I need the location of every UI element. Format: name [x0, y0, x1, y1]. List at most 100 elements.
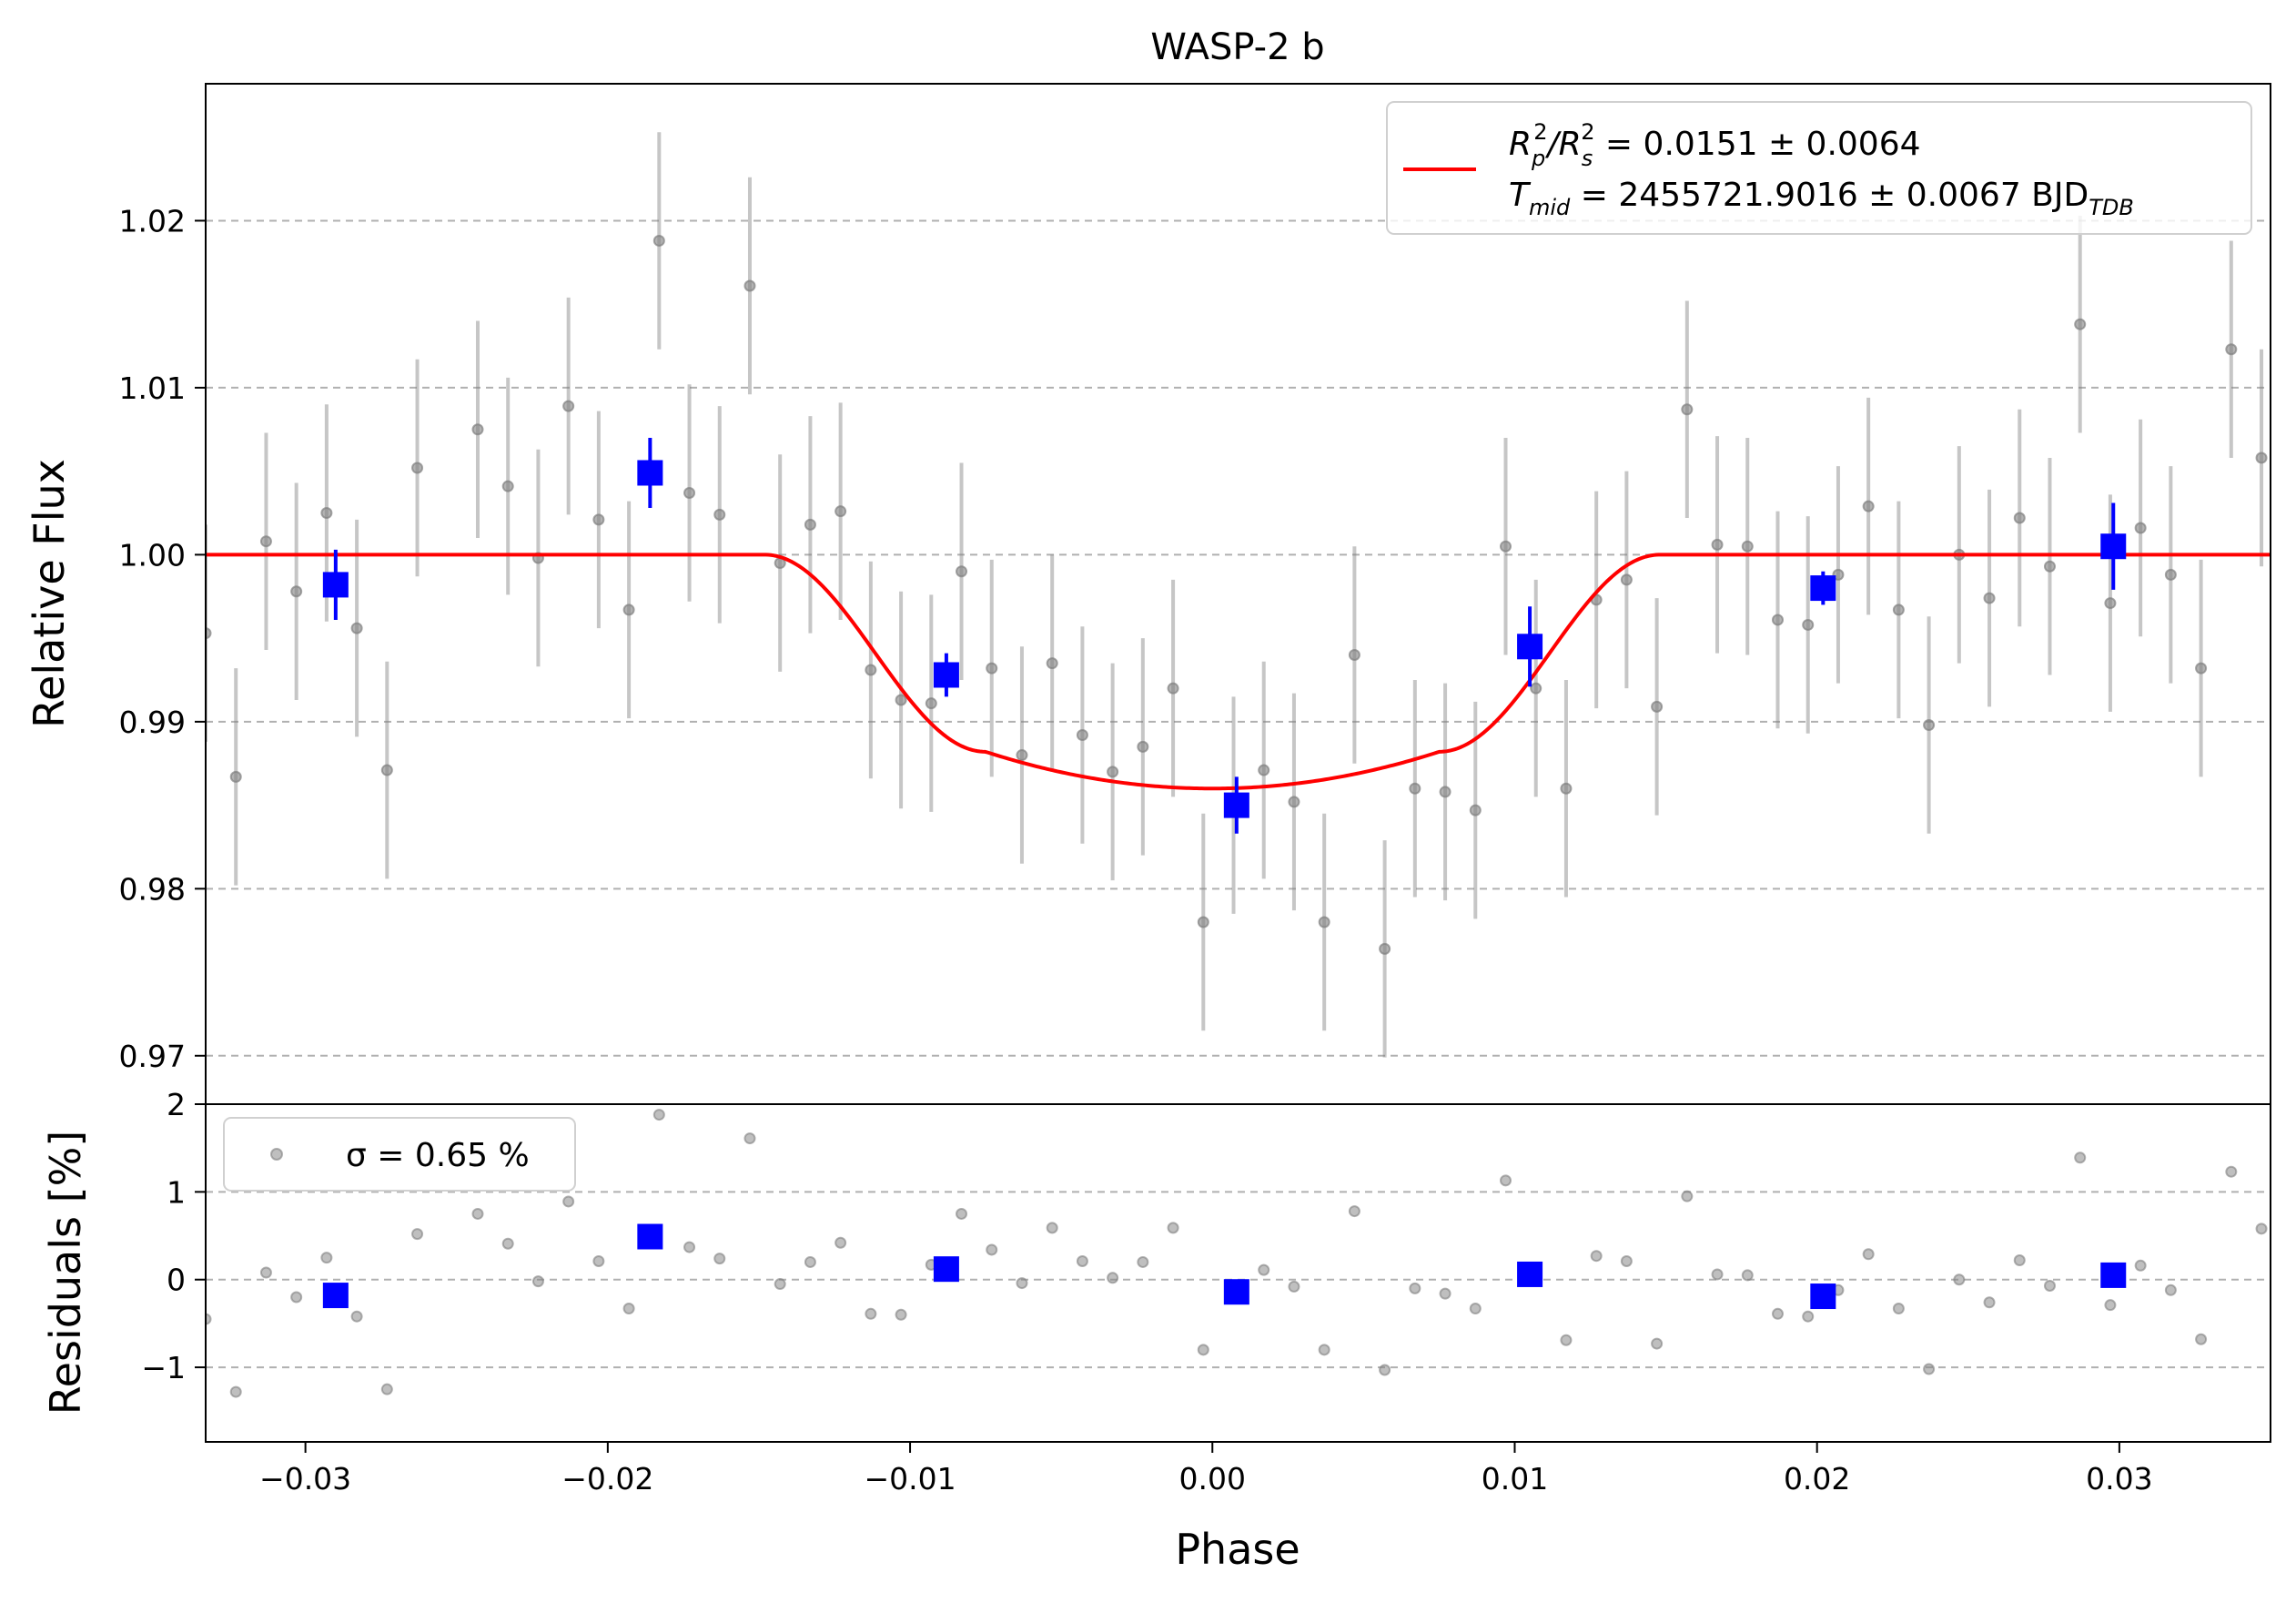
residual-point: [804, 1255, 816, 1268]
flux-binned-point: [1517, 634, 1543, 660]
flux-data-point: [229, 770, 242, 783]
flux-data-point: [1409, 782, 1421, 795]
residual-point: [1741, 1269, 1754, 1282]
flux-data-point: [2195, 662, 2208, 675]
residual-point: [1651, 1337, 1664, 1350]
flux-data-point: [895, 694, 907, 706]
flux-data-point: [925, 697, 937, 710]
flux-data-point: [1379, 942, 1391, 955]
flux-data-point: [2013, 512, 2026, 524]
residual-point: [1288, 1280, 1300, 1293]
flux-binned-point: [1810, 575, 1836, 602]
residual-point: [1046, 1222, 1058, 1234]
residual-point: [1409, 1282, 1421, 1294]
residual-point: [471, 1207, 484, 1220]
residual-point: [1923, 1363, 1936, 1375]
residuals-y-tick-label: 0: [167, 1263, 186, 1298]
residual-point: [774, 1278, 786, 1291]
flux-data-point: [1076, 729, 1088, 742]
residual-point: [1107, 1272, 1119, 1284]
residual-point: [229, 1385, 242, 1398]
residuals-legend-box: [223, 1117, 576, 1192]
residual-points: [206, 1109, 2268, 1398]
flux-legend: Rp2/Rs2 = 0.0151 ± 0.0064 Tmid = 2455721…: [1386, 101, 2252, 235]
flux-data-point: [1348, 648, 1360, 661]
flux-data-point: [1107, 766, 1119, 778]
residual-point: [1469, 1303, 1482, 1315]
residual-point: [1983, 1296, 1996, 1309]
residual-point: [2074, 1152, 2087, 1164]
flux-y-tick-label: 0.97: [119, 1039, 186, 1074]
flux-data-point: [1620, 573, 1633, 586]
x-tick-label: −0.03: [259, 1461, 351, 1496]
residual-point: [1348, 1205, 1360, 1218]
residual-point: [622, 1303, 635, 1315]
residual-point: [865, 1307, 877, 1320]
flux-data-point: [1046, 657, 1058, 670]
x-tick-label: 0.01: [1482, 1461, 1548, 1496]
residual-point: [1681, 1190, 1694, 1202]
residual-point: [1439, 1287, 1451, 1300]
residual-point: [652, 1109, 665, 1121]
residual-point: [380, 1383, 393, 1395]
flux-data-point: [865, 664, 877, 676]
residuals-y-tick-label: −1: [141, 1350, 186, 1385]
residual-point: [1862, 1248, 1875, 1261]
flux-binned-point: [637, 460, 663, 486]
residuals-panel: −1 0 1 2 −0.03 −0.02 −0.01 0.00 0.01 0.02 0.03 Re…: [41, 1087, 2271, 1574]
residual-binned-point: [637, 1223, 663, 1250]
flux-data-point: [2225, 343, 2238, 356]
flux-data-point: [1167, 682, 1179, 695]
flux-binned-point: [1223, 792, 1249, 818]
flux-y-tick-label: 1.02: [119, 203, 186, 238]
flux-data-point: [1137, 740, 1149, 753]
flux-data-point: [501, 480, 514, 492]
residual-point: [1076, 1254, 1088, 1267]
residual-point: [1892, 1303, 1905, 1315]
flux-data-point: [1862, 500, 1875, 512]
flux-data-points: [206, 132, 2296, 1058]
residual-point: [2195, 1333, 2208, 1345]
flux-data-point: [834, 505, 847, 518]
flux-data-point: [1802, 618, 1815, 631]
residual-point: [1771, 1307, 1784, 1320]
flux-data-point: [2043, 560, 2056, 573]
residual-point: [2164, 1283, 2177, 1296]
residual-point: [1137, 1255, 1149, 1268]
x-axis-label: Phase: [1175, 1525, 1300, 1574]
residual-point: [1711, 1268, 1724, 1281]
flux-data-point: [592, 513, 605, 526]
residual-point: [2013, 1254, 2026, 1267]
residual-point: [1500, 1174, 1512, 1187]
residual-point: [1167, 1222, 1179, 1234]
flux-data-point: [1983, 592, 1996, 604]
flux-data-point: [1288, 796, 1300, 808]
flux-data-point: [2104, 597, 2117, 610]
flux-binned-point: [2100, 533, 2127, 560]
residual-binned-points: [322, 1223, 2127, 1310]
flux-y-tick-label: 1.01: [119, 370, 186, 406]
flux-data-point: [2287, 550, 2296, 560]
flux-data-point: [1923, 719, 1936, 732]
flux-data-point: [1892, 604, 1905, 616]
flux-data-point: [2164, 568, 2177, 581]
residual-point: [1560, 1334, 1573, 1346]
residual-point: [531, 1275, 544, 1288]
residual-point: [1620, 1254, 1633, 1267]
x-tick-label: −0.02: [561, 1461, 653, 1496]
flux-data-point: [411, 462, 424, 474]
residual-point: [411, 1228, 424, 1241]
flux-data-point: [1530, 682, 1542, 695]
flux-data-point: [1651, 700, 1664, 713]
residual-point: [1379, 1364, 1391, 1376]
flux-y-tick-label: 0.99: [119, 705, 186, 740]
x-ticks: −0.03 −0.02 −0.01 0.00 0.01 0.02 0.03: [259, 1442, 2153, 1496]
flux-data-point: [1771, 614, 1784, 626]
residuals-legend: σ = 0.65 %: [223, 1117, 576, 1192]
flux-binned-points: [322, 437, 2127, 834]
residual-point: [895, 1308, 907, 1321]
flux-data-point: [713, 508, 726, 521]
flux-data-point: [350, 622, 363, 634]
residual-point: [683, 1241, 696, 1253]
flux-data-point: [956, 565, 968, 578]
